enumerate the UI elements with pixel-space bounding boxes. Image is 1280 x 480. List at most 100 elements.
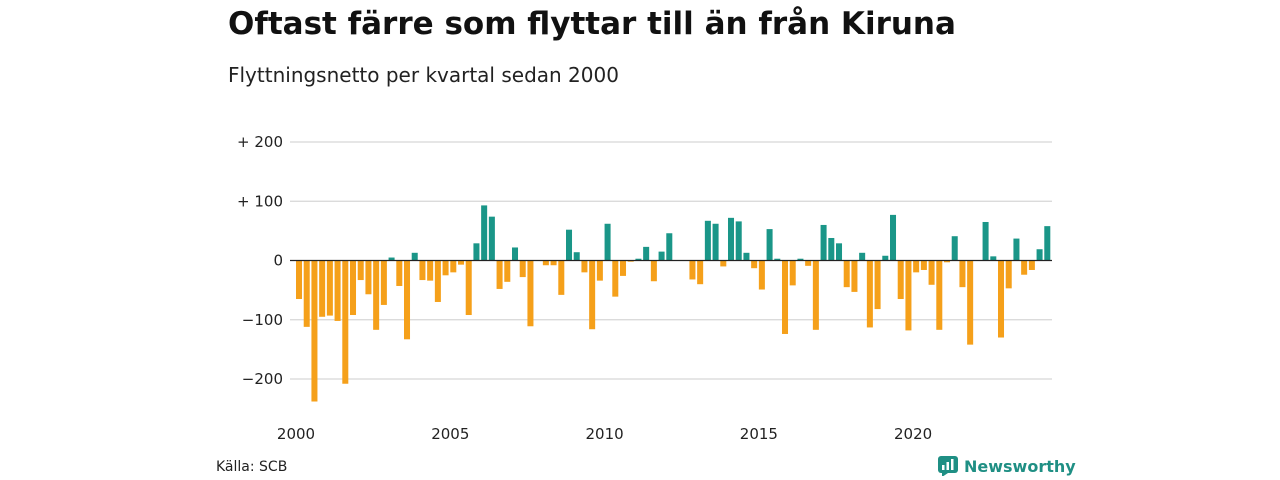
bar bbox=[357, 260, 364, 281]
bar bbox=[851, 260, 858, 292]
bar bbox=[481, 205, 488, 261]
bar bbox=[967, 260, 974, 345]
bar bbox=[758, 260, 765, 290]
brand-name: Newsworthy bbox=[964, 456, 1076, 476]
bar bbox=[866, 260, 873, 328]
bar bbox=[720, 260, 727, 267]
bar bbox=[1044, 226, 1051, 261]
bar bbox=[959, 260, 966, 288]
bar bbox=[388, 257, 395, 261]
y-tick-label: −200 bbox=[242, 370, 283, 388]
bar bbox=[365, 260, 372, 295]
bar bbox=[519, 260, 526, 278]
newsworthy-logo-icon bbox=[938, 456, 958, 476]
bar bbox=[311, 260, 318, 402]
bar bbox=[496, 260, 503, 289]
bar bbox=[411, 252, 418, 261]
bar bbox=[905, 260, 912, 331]
bar bbox=[774, 258, 781, 261]
bar-chart: + 200 + 100 0 −100 −200 2000 2005 2010 2015 2020 bbox=[237, 133, 1052, 443]
bar bbox=[836, 243, 843, 261]
y-tick-label: + 200 bbox=[237, 133, 283, 151]
bar bbox=[743, 252, 750, 261]
bar bbox=[1021, 260, 1028, 275]
chart-title: Oftast färre som flyttar till än från Ki… bbox=[228, 6, 956, 42]
bar bbox=[373, 260, 380, 330]
bar bbox=[874, 260, 881, 310]
bar bbox=[882, 255, 889, 261]
x-tick-label: 2020 bbox=[894, 425, 932, 443]
bar bbox=[998, 260, 1005, 338]
bar bbox=[812, 260, 819, 330]
bar bbox=[1013, 238, 1020, 261]
bar bbox=[620, 260, 627, 276]
bar bbox=[527, 260, 534, 327]
bar bbox=[512, 247, 519, 261]
x-tick-label: 2005 bbox=[431, 425, 469, 443]
bar bbox=[542, 260, 549, 266]
bar bbox=[573, 252, 580, 261]
bar bbox=[766, 229, 773, 261]
bar bbox=[704, 220, 711, 261]
bar bbox=[712, 223, 719, 261]
bar bbox=[859, 252, 866, 261]
bar bbox=[797, 258, 804, 261]
bar bbox=[789, 260, 796, 286]
bar bbox=[342, 260, 349, 384]
bar bbox=[782, 260, 789, 334]
bar bbox=[612, 260, 619, 297]
bar bbox=[890, 214, 897, 261]
y-tick-label: + 100 bbox=[237, 192, 283, 210]
x-tick-label: 2015 bbox=[740, 425, 778, 443]
bar bbox=[944, 260, 951, 263]
bar bbox=[465, 260, 472, 316]
bar bbox=[334, 260, 341, 321]
bar bbox=[419, 260, 426, 281]
bar bbox=[380, 260, 387, 305]
bar bbox=[303, 260, 310, 327]
bar bbox=[604, 223, 611, 261]
bar bbox=[434, 260, 441, 302]
bar bbox=[658, 251, 665, 261]
bar bbox=[643, 246, 650, 261]
chart-subtitle: Flyttningsnetto per kvartal sedan 2000 bbox=[228, 63, 619, 87]
bar bbox=[404, 260, 411, 340]
bar bbox=[427, 260, 434, 281]
bar bbox=[843, 260, 850, 288]
bar bbox=[558, 260, 565, 295]
source-note: Källa: SCB bbox=[216, 459, 288, 475]
x-tick-label: 2010 bbox=[586, 425, 624, 443]
bar bbox=[751, 260, 758, 269]
bar bbox=[488, 216, 495, 261]
bar bbox=[589, 260, 596, 330]
x-tick-label: 2000 bbox=[277, 425, 315, 443]
bar bbox=[913, 260, 920, 273]
bar bbox=[1005, 260, 1012, 289]
bar bbox=[820, 224, 827, 261]
bar bbox=[326, 260, 333, 316]
bar bbox=[928, 260, 935, 285]
bar bbox=[1028, 260, 1035, 270]
bar bbox=[951, 236, 958, 261]
bar bbox=[635, 258, 642, 261]
bar bbox=[735, 221, 742, 261]
bar bbox=[319, 260, 326, 317]
brand[interactable]: Newsworthy bbox=[938, 456, 1076, 476]
bar bbox=[504, 260, 511, 282]
bar bbox=[473, 243, 480, 261]
bar bbox=[936, 260, 943, 330]
y-tick-label: 0 bbox=[273, 252, 283, 270]
bar bbox=[450, 260, 457, 273]
bar bbox=[350, 260, 357, 316]
bar bbox=[689, 260, 696, 280]
bar bbox=[982, 221, 989, 261]
bar bbox=[550, 260, 557, 266]
bar bbox=[666, 233, 673, 261]
bar bbox=[697, 260, 704, 285]
bar bbox=[920, 260, 927, 270]
bar bbox=[805, 260, 812, 266]
bar bbox=[1036, 249, 1043, 261]
bar bbox=[828, 237, 835, 261]
bar bbox=[458, 260, 465, 265]
bar bbox=[296, 260, 303, 300]
